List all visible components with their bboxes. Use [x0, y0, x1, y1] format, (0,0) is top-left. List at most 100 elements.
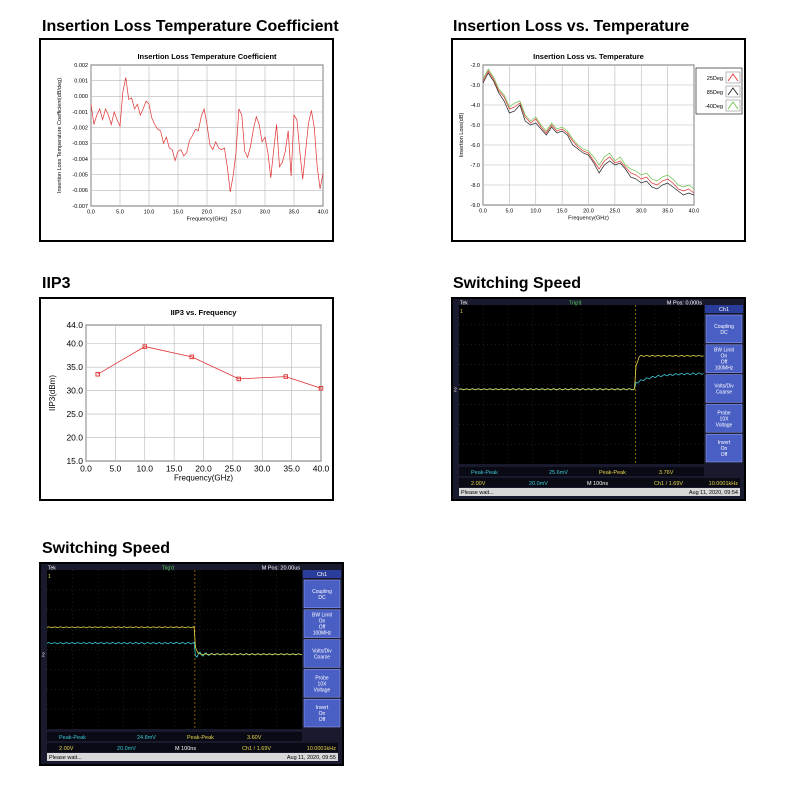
scope-frequency: 10.0001kHz	[709, 481, 739, 487]
scope-ch1-scale: 2.00V	[471, 481, 486, 487]
scope-frequency: 10.0001kHz	[307, 746, 337, 752]
scope-status-bar	[47, 753, 338, 761]
scope-menu-header: Ch1	[317, 572, 327, 578]
scope-ch2-scale: 20.0mV	[529, 481, 548, 487]
switching-speed-1-section-title: Switching Speed	[453, 275, 582, 292]
x-tick-label: 15.0	[173, 210, 184, 216]
scope-mpos: M Pos: 20.00us	[262, 566, 300, 572]
scope-menu-text: Coarse	[314, 655, 330, 661]
scope-menu-text: Coarse	[716, 390, 732, 396]
y-tick-label: -0.007	[72, 204, 88, 210]
legend-swatch-box	[725, 71, 741, 84]
scope-menu-text: On	[721, 446, 728, 452]
y-tick-label: -9.0	[471, 203, 480, 209]
y-tick-label: 15.0	[66, 456, 83, 466]
scope-menu-header-bg	[303, 570, 341, 578]
scope-menu-text: DC	[318, 595, 326, 601]
x-axis-label: Frequency(GHz)	[187, 217, 228, 223]
legend-label: 25Deg	[707, 76, 723, 82]
il-coef-chart-frame: Insertion Loss Temperature Coefficient 0.…	[39, 38, 334, 242]
iip3-section-title: IIP3	[42, 275, 71, 292]
scope-ch1-marker: 1	[460, 309, 463, 315]
y-tick-label: -6.0	[471, 143, 480, 149]
y-tick-label: 0.002	[74, 63, 88, 69]
y-tick-label: -5.0	[471, 123, 480, 129]
legend-label: -40Deg	[705, 104, 723, 110]
x-tick-label: 10.0	[144, 210, 155, 216]
x-axis-label: Frequency(GHz)	[174, 474, 233, 483]
x-tick-label: 5.0	[116, 210, 124, 216]
scope-menu-text: Coupling	[714, 324, 734, 330]
y-tick-label: 0.000	[74, 94, 88, 100]
il-temp-chart: Insertion Loss vs. Temperature 0.0 5.0 10.0…	[459, 52, 743, 222]
x-tick-label: 35.0	[662, 209, 673, 215]
scope-menu-button	[705, 404, 743, 433]
scope-tek-label: Tek	[48, 566, 56, 572]
x-tick-label: 35.0	[283, 464, 300, 474]
scope-menu-header: Ch1	[719, 307, 729, 313]
series-line	[482, 72, 695, 196]
scope-menu-text: DC	[720, 330, 728, 336]
x-tick-label: 25.0	[610, 209, 621, 215]
scope-menu-button	[705, 433, 743, 463]
chart-title: IIP3 vs. Frequency	[171, 308, 238, 317]
data-point-marker	[283, 374, 288, 379]
data-point-marker	[236, 376, 241, 382]
y-axis-label: Insertion Loss Temperature Coefficient(d…	[57, 78, 63, 193]
x-tick-label: 15.0	[557, 209, 568, 215]
data-point-marker	[189, 354, 194, 360]
scope-ground-marker: 2	[454, 387, 457, 393]
scope-menu-button	[705, 314, 743, 344]
scope-menu-text: 100MHz	[715, 366, 734, 372]
scope-ch2-pp-value: 25.6mV	[549, 470, 568, 476]
scope-menu-button	[303, 609, 341, 638]
scope-menu-text: Invert	[316, 705, 329, 711]
scope-settings-row	[459, 478, 740, 487]
scope-menu-text: Probe	[717, 410, 731, 416]
scope-menu-text: Off	[721, 452, 728, 458]
scope-menu-text: 10X	[318, 681, 328, 687]
legend-swatch-line	[727, 101, 739, 110]
y-tick-label: -0.003	[72, 141, 88, 147]
scope-menu-text: Coupling	[312, 589, 332, 595]
scope-menu-text: Volts/Div	[714, 384, 734, 390]
scope-settings-row	[47, 743, 338, 752]
data-point-marker	[142, 344, 147, 349]
switching-speed-2-section-title: Switching Speed	[42, 540, 171, 557]
scope-menu-text: Voltage	[716, 422, 733, 428]
x-tick-label: 30.0	[636, 209, 647, 215]
scope-menu-text: 100MHz	[313, 631, 332, 637]
series-line	[482, 68, 695, 190]
chart-title: Insertion Loss vs. Temperature	[533, 52, 644, 61]
scope-trig-status: Trig'd	[162, 566, 174, 572]
x-tick-label: 30.0	[254, 464, 271, 474]
scope-menu-text: BW Limit	[714, 348, 735, 354]
scope-ch1-trace	[458, 354, 704, 391]
scope-ch1-trace	[46, 626, 303, 656]
scope-menu-text: On	[319, 711, 326, 717]
y-tick-label: 40.0	[66, 339, 83, 349]
data-point-marker	[318, 386, 324, 391]
y-tick-label: -3.0	[471, 83, 480, 89]
scope-ground-marker: 2	[42, 652, 45, 658]
scope-2-frame: Tek Trig'd M Pos: 20.00us 2 1 Ch1 Coupling DC BW…	[39, 562, 344, 766]
x-tick-label: 0.0	[87, 210, 95, 216]
x-tick-label: 40.0	[689, 209, 700, 215]
scope-ch1-marker: 1	[48, 574, 51, 580]
series-line	[90, 77, 324, 192]
x-axis-label: Frequency(GHz)	[568, 216, 609, 222]
scope-measure-row	[459, 467, 704, 476]
series-line	[97, 346, 322, 389]
y-tick-label: -4.0	[471, 103, 480, 109]
scope-menu-text: 10X	[720, 416, 730, 422]
scope-ch1-pp-label: Peak-Peak	[187, 735, 214, 741]
scope-menu-text: Volts/Div	[312, 649, 332, 655]
x-tick-label: 0.0	[479, 209, 487, 215]
x-tick-label: 20.0	[195, 464, 212, 474]
scope-menu-header-bg	[705, 305, 743, 313]
scope-timebase: M 100ns	[587, 481, 608, 487]
scope-menu-text: Probe	[315, 675, 329, 681]
y-tick-label: 35.0	[66, 362, 83, 372]
y-tick-label: -0.004	[72, 157, 88, 163]
